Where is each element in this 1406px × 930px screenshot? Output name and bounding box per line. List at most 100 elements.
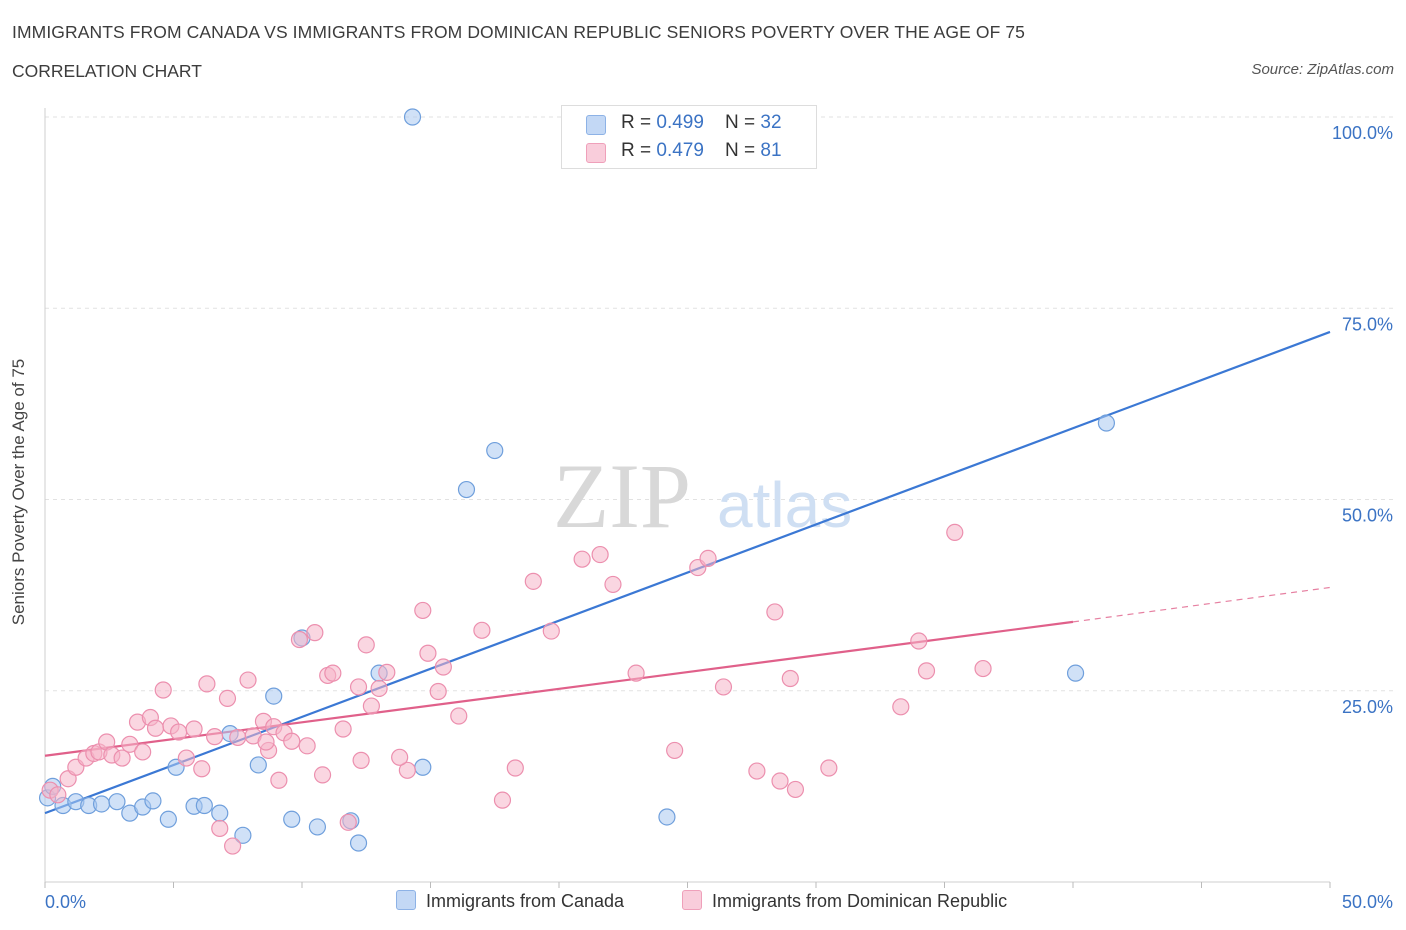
point-dominican bbox=[542, 622, 560, 640]
point-dominican bbox=[239, 671, 257, 689]
point-canada bbox=[108, 793, 126, 811]
legend-swatch-canada bbox=[586, 115, 606, 135]
stats-legend: R = 0.499 N = 32 R = 0.479 N = 81 bbox=[561, 105, 817, 169]
point-dominican bbox=[224, 837, 242, 855]
bottom-legend-dominican: Immigrants from Dominican Republic bbox=[682, 890, 1007, 912]
point-dominican bbox=[198, 675, 216, 693]
x-tick-labels: 0.0% 50.0% bbox=[45, 892, 1393, 912]
point-dominican bbox=[781, 669, 799, 688]
point-dominican bbox=[699, 549, 717, 568]
point-dominican bbox=[121, 735, 139, 753]
point-canada bbox=[92, 795, 111, 813]
bottom-legend-label-dominican: Immigrants from Dominican Republic bbox=[712, 891, 1008, 911]
point-dominican bbox=[324, 664, 342, 682]
point-canada bbox=[211, 804, 229, 822]
point-dominican bbox=[177, 749, 195, 767]
point-canada bbox=[658, 808, 676, 826]
legend-r-value-canada: 0.499 bbox=[656, 112, 704, 133]
point-canada bbox=[1066, 664, 1085, 682]
point-canada bbox=[414, 758, 432, 776]
legend-n-label: N = bbox=[725, 112, 761, 133]
point-canada bbox=[1097, 414, 1116, 432]
legend-r-value-dominican: 0.479 bbox=[656, 140, 704, 161]
legend-r-label: R = bbox=[621, 140, 657, 161]
point-canada bbox=[144, 792, 162, 810]
legend-swatch-dominican bbox=[586, 143, 606, 163]
point-canada bbox=[349, 834, 368, 852]
point-dominican bbox=[591, 545, 609, 564]
point-dominican bbox=[820, 759, 838, 777]
point-canada bbox=[283, 810, 301, 828]
point-dominican bbox=[748, 762, 766, 780]
point-dominican bbox=[146, 719, 165, 737]
point-dominican bbox=[170, 723, 188, 741]
point-dominican bbox=[786, 780, 805, 799]
bottom-legend-label-canada: Immigrants from Canada bbox=[426, 891, 625, 911]
x-tick-marks bbox=[44, 882, 1331, 888]
point-dominican bbox=[450, 707, 468, 725]
y-tick-label: 50.0% bbox=[1342, 506, 1393, 526]
point-dominican bbox=[290, 630, 309, 649]
point-dominican bbox=[573, 550, 591, 568]
point-dominican bbox=[627, 664, 645, 682]
point-dominican bbox=[604, 575, 622, 594]
source-credit: Source: ZipAtlas.com bbox=[1251, 61, 1394, 78]
point-dominican bbox=[113, 749, 131, 767]
x-tick-label: 0.0% bbox=[45, 892, 86, 912]
point-dominican bbox=[946, 523, 964, 541]
point-dominican bbox=[910, 632, 928, 650]
point-dominican bbox=[229, 728, 247, 747]
watermark: ZIP atlas bbox=[553, 445, 852, 547]
point-dominican bbox=[334, 720, 352, 738]
point-dominican bbox=[352, 751, 370, 769]
legend-r-label: R = bbox=[621, 112, 657, 133]
chart-title: IMMIGRANTS FROM CANADA VS IMMIGRANTS FRO… bbox=[12, 22, 1025, 42]
y-tick-labels: 25.0% 50.0% 75.0% 100.0% bbox=[1332, 123, 1393, 717]
data-points bbox=[38, 108, 1116, 855]
chart-subtitle: CORRELATION CHART bbox=[12, 61, 202, 81]
point-dominican bbox=[414, 601, 432, 620]
y-tick-label: 75.0% bbox=[1342, 314, 1393, 334]
point-dominican bbox=[313, 766, 332, 784]
point-canada bbox=[195, 796, 213, 815]
point-dominican bbox=[370, 679, 388, 698]
point-dominican bbox=[349, 678, 368, 696]
point-dominican bbox=[283, 732, 301, 750]
point-dominican bbox=[771, 772, 789, 790]
trend-line-dominican-extension bbox=[1072, 586, 1331, 623]
point-canada bbox=[249, 756, 267, 774]
bottom-legend-swatch-canada bbox=[396, 890, 416, 910]
point-dominican bbox=[185, 720, 203, 738]
point-dominican bbox=[391, 748, 409, 766]
point-dominican bbox=[429, 682, 447, 701]
bottom-legend-canada: Immigrants from Canada bbox=[396, 890, 624, 912]
watermark-zip: ZIP bbox=[553, 445, 691, 547]
point-dominican bbox=[974, 659, 992, 678]
point-canada bbox=[457, 480, 476, 499]
point-dominican bbox=[298, 737, 316, 755]
point-dominican bbox=[362, 697, 380, 715]
point-canada bbox=[308, 818, 327, 836]
watermark-atlas: atlas bbox=[717, 469, 852, 541]
point-dominican bbox=[206, 728, 224, 746]
point-dominican bbox=[434, 658, 452, 676]
y-tick-label: 100.0% bbox=[1332, 123, 1393, 143]
x-tick-label: 50.0% bbox=[1342, 892, 1393, 912]
point-canada bbox=[159, 810, 177, 828]
bottom-legend-swatch-dominican bbox=[682, 890, 702, 910]
point-dominican bbox=[49, 786, 67, 804]
point-dominican bbox=[766, 603, 784, 621]
point-dominican bbox=[306, 624, 324, 642]
legend-n-value-dominican: 81 bbox=[760, 140, 782, 161]
point-dominican bbox=[339, 813, 357, 831]
point-canada bbox=[486, 441, 504, 460]
point-dominican bbox=[218, 689, 237, 708]
y-tick-label: 25.0% bbox=[1342, 697, 1393, 717]
point-dominican bbox=[211, 819, 229, 838]
point-dominican bbox=[493, 791, 512, 809]
point-dominican bbox=[666, 741, 684, 760]
point-dominican bbox=[270, 771, 288, 789]
point-canada bbox=[403, 108, 422, 126]
point-canada bbox=[234, 826, 252, 844]
